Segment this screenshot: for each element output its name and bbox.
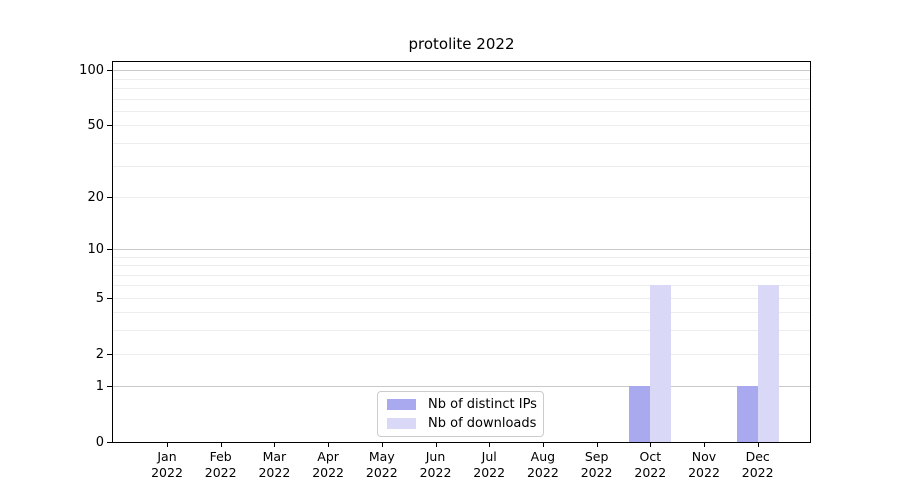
minor-gridline — [113, 78, 810, 80]
y-tick-mark — [107, 386, 112, 388]
x-tick-month: Feb — [209, 449, 232, 464]
minor-gridline — [113, 353, 810, 355]
bar-distinct-ips — [629, 386, 651, 442]
x-tick-mark — [596, 443, 598, 447]
x-tick-mark — [381, 443, 383, 447]
bar-distinct-ips — [736, 386, 758, 442]
y-tick-label: 5 — [95, 290, 104, 306]
x-tick-year: 2022 — [473, 465, 506, 480]
legend-swatch — [387, 399, 416, 410]
minor-gridline — [113, 98, 810, 100]
x-tick-mark — [220, 443, 222, 447]
x-tick-year: 2022 — [419, 465, 452, 480]
major-gridline — [113, 386, 810, 388]
x-tick-month: Jan — [157, 449, 177, 464]
x-tick-year: 2022 — [526, 465, 559, 480]
x-tick-mark — [274, 443, 276, 447]
x-tick-label: Jul 2022 — [457, 449, 521, 481]
legend-row: Nb of downloads — [387, 416, 537, 431]
x-tick-mark — [704, 443, 705, 447]
x-tick-label: Dec 2022 — [726, 449, 790, 481]
legend-swatch — [387, 418, 416, 429]
x-tick-year: 2022 — [258, 465, 291, 480]
x-tick-month: Dec — [745, 449, 770, 464]
x-tick-mark — [757, 443, 759, 447]
x-tick-month: Jul — [481, 449, 497, 464]
plot-area — [112, 61, 811, 443]
y-tick-label: 50 — [87, 118, 104, 134]
minor-gridline — [113, 265, 810, 267]
minor-gridline — [113, 274, 810, 276]
x-tick-year: 2022 — [365, 465, 398, 480]
x-tick-year: 2022 — [688, 465, 720, 480]
bar-downloads — [757, 285, 779, 442]
x-tick-year: 2022 — [312, 465, 344, 480]
y-tick-label: 0 — [95, 435, 104, 450]
x-tick-mark — [167, 443, 168, 447]
x-tick-month: Sep — [584, 449, 609, 464]
x-tick-month: Oct — [639, 449, 662, 464]
minor-gridline — [113, 88, 810, 90]
legend-row: Nb of distinct IPs — [387, 397, 537, 412]
x-tick-month: Apr — [317, 449, 339, 464]
x-tick-label: May 2022 — [350, 449, 414, 481]
x-tick-label: Jun 2022 — [404, 449, 468, 481]
y-tick-mark — [107, 125, 112, 127]
y-tick-mark — [107, 353, 112, 355]
x-tick-label: Apr 2022 — [296, 449, 360, 481]
x-tick-mark — [489, 443, 491, 447]
y-tick-label: 2 — [95, 346, 104, 362]
minor-gridline — [113, 256, 810, 258]
y-tick-mark — [107, 297, 112, 299]
minor-gridline — [113, 125, 810, 127]
x-tick-label: Aug 2022 — [511, 449, 575, 481]
minor-gridline — [113, 143, 810, 145]
x-tick-month: May — [368, 449, 395, 464]
x-tick-year: 2022 — [634, 465, 667, 480]
x-tick-mark — [435, 443, 437, 447]
major-gridline — [113, 70, 810, 72]
x-tick-label: Feb 2022 — [189, 449, 253, 481]
x-tick-year: 2022 — [741, 465, 774, 480]
x-tick-mark — [328, 443, 330, 447]
minor-gridline — [113, 111, 810, 113]
y-tick-mark — [107, 70, 112, 72]
y-tick-mark — [107, 196, 112, 198]
x-tick-month: Nov — [691, 449, 717, 464]
chart-title: protolite 2022 — [408, 35, 515, 53]
x-tick-label: Nov 2022 — [672, 449, 736, 481]
x-tick-year: 2022 — [580, 465, 613, 480]
x-tick-label: Sep 2022 — [565, 449, 629, 481]
x-tick-month: Aug — [530, 449, 556, 464]
x-tick-label: Oct 2022 — [618, 449, 682, 481]
minor-gridline — [113, 196, 810, 198]
legend: Nb of distinct IPs Nb of downloads — [377, 391, 544, 437]
y-tick-label: 10 — [87, 241, 104, 257]
x-tick-month: Jun — [425, 449, 446, 464]
y-tick-label: 20 — [87, 189, 104, 205]
legend-label: Nb of downloads — [428, 416, 537, 431]
bar-downloads — [650, 285, 672, 442]
x-tick-label: Mar 2022 — [242, 449, 306, 481]
x-tick-mark — [542, 443, 544, 447]
minor-gridline — [113, 312, 810, 314]
x-tick-year: 2022 — [204, 465, 237, 480]
x-tick-mark — [650, 443, 652, 447]
legend-label: Nb of distinct IPs — [428, 397, 537, 412]
x-tick-year: 2022 — [151, 465, 183, 480]
x-tick-label: Jan 2022 — [135, 449, 199, 481]
x-tick-month: Mar — [262, 449, 287, 464]
y-tick-label: 100 — [79, 63, 104, 79]
y-tick-mark — [107, 442, 112, 443]
major-gridline — [113, 248, 810, 250]
y-tick-mark — [107, 248, 112, 250]
minor-gridline — [113, 297, 810, 299]
minor-gridline — [113, 285, 810, 287]
y-tick-label: 1 — [95, 379, 104, 395]
minor-gridline — [113, 330, 810, 332]
minor-gridline — [113, 165, 810, 167]
